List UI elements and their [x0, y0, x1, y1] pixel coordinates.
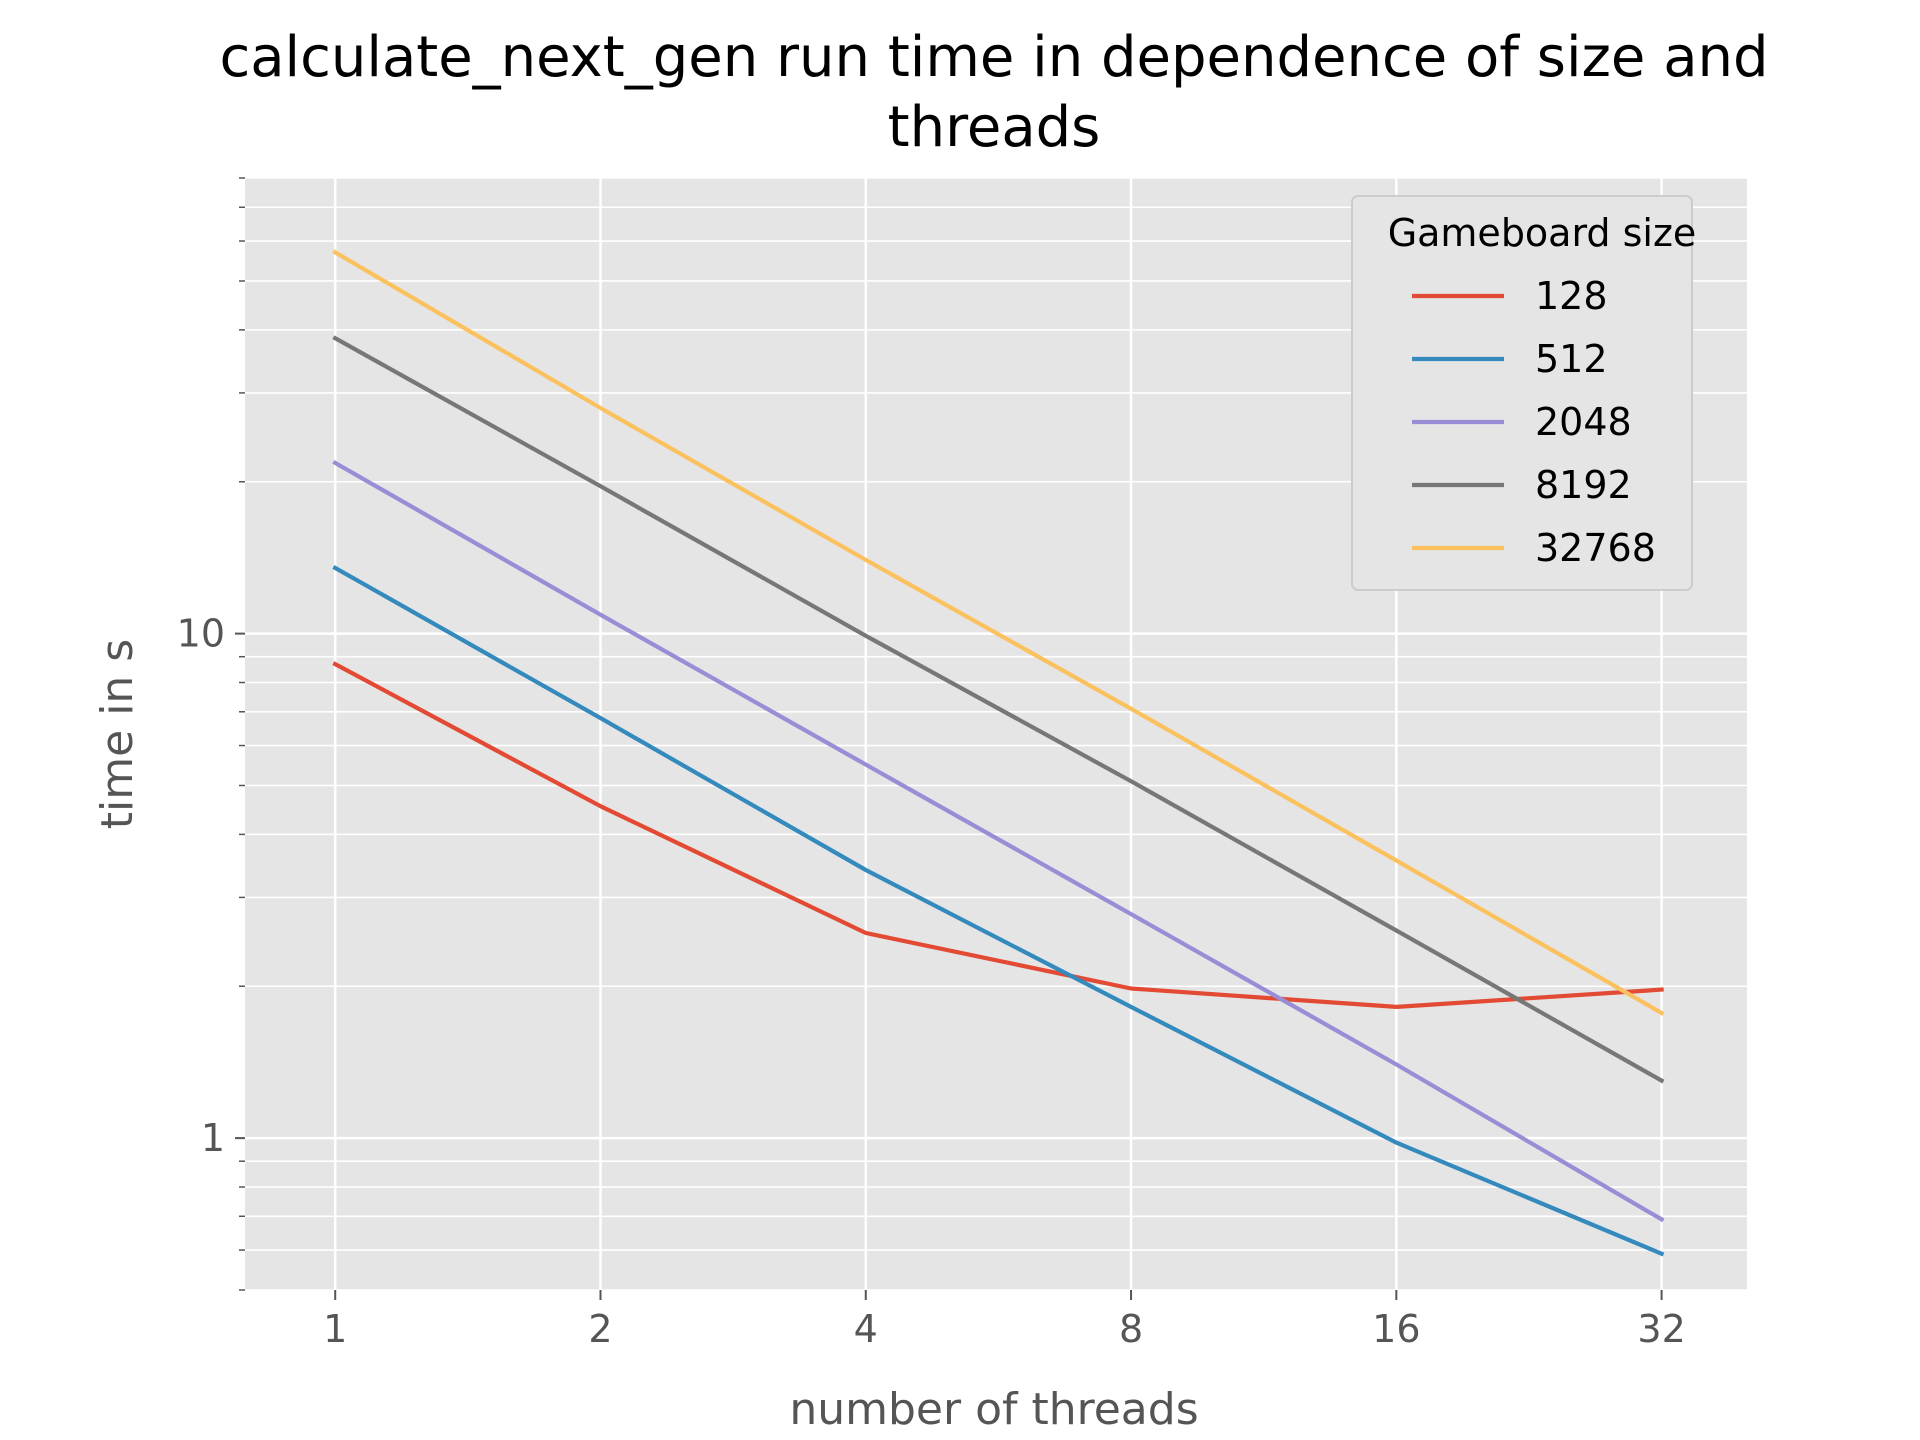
chart-title-line-2: threads: [888, 95, 1101, 160]
chart-title: calculate_next_gen run time in dependenc…: [219, 25, 1768, 160]
x-tick-label-1: 1: [323, 1307, 347, 1351]
legend-title: Gameboard size: [1388, 211, 1697, 255]
x-tick-label-16: 16: [1372, 1307, 1420, 1351]
x-axis-label: number of threads: [789, 1384, 1198, 1435]
legend-items: 128 512 2048 8192 32768: [1412, 274, 1656, 570]
legend-label-8192: 8192: [1535, 463, 1632, 507]
y-tick-labels: 1 10: [177, 612, 225, 1161]
x-tick-label-2: 2: [588, 1307, 612, 1351]
series-line-128: [332, 661, 1664, 1010]
series-line-2048: [332, 460, 1665, 1223]
legend-label-128: 128: [1535, 274, 1608, 318]
x-tick-label-4: 4: [854, 1307, 878, 1351]
x-tick-label-32: 32: [1637, 1307, 1685, 1351]
y-tick-label-1: 1: [201, 1116, 225, 1160]
y-tick-label-10: 10: [177, 612, 225, 656]
chart-title-line-1: calculate_next_gen run time in dependenc…: [219, 25, 1768, 90]
series-lines: [332, 249, 1665, 1257]
legend-label-512: 512: [1535, 337, 1608, 381]
x-tick-label-8: 8: [1119, 1307, 1143, 1351]
x-tick-labels: 1 2 4 8 16 32: [323, 1307, 1686, 1351]
series-line-32768: [332, 249, 1665, 1016]
legend-label-32768: 32768: [1535, 526, 1656, 570]
y-axis-label: time in s: [92, 639, 143, 829]
axis-ticks: [235, 177, 1663, 1300]
series-line-512: [332, 565, 1665, 1257]
legend-label-2048: 2048: [1535, 400, 1632, 444]
series-line-8192: [332, 335, 1665, 1084]
legend: Gameboard size 128 512 2048 8192 32768: [1351, 195, 1697, 591]
